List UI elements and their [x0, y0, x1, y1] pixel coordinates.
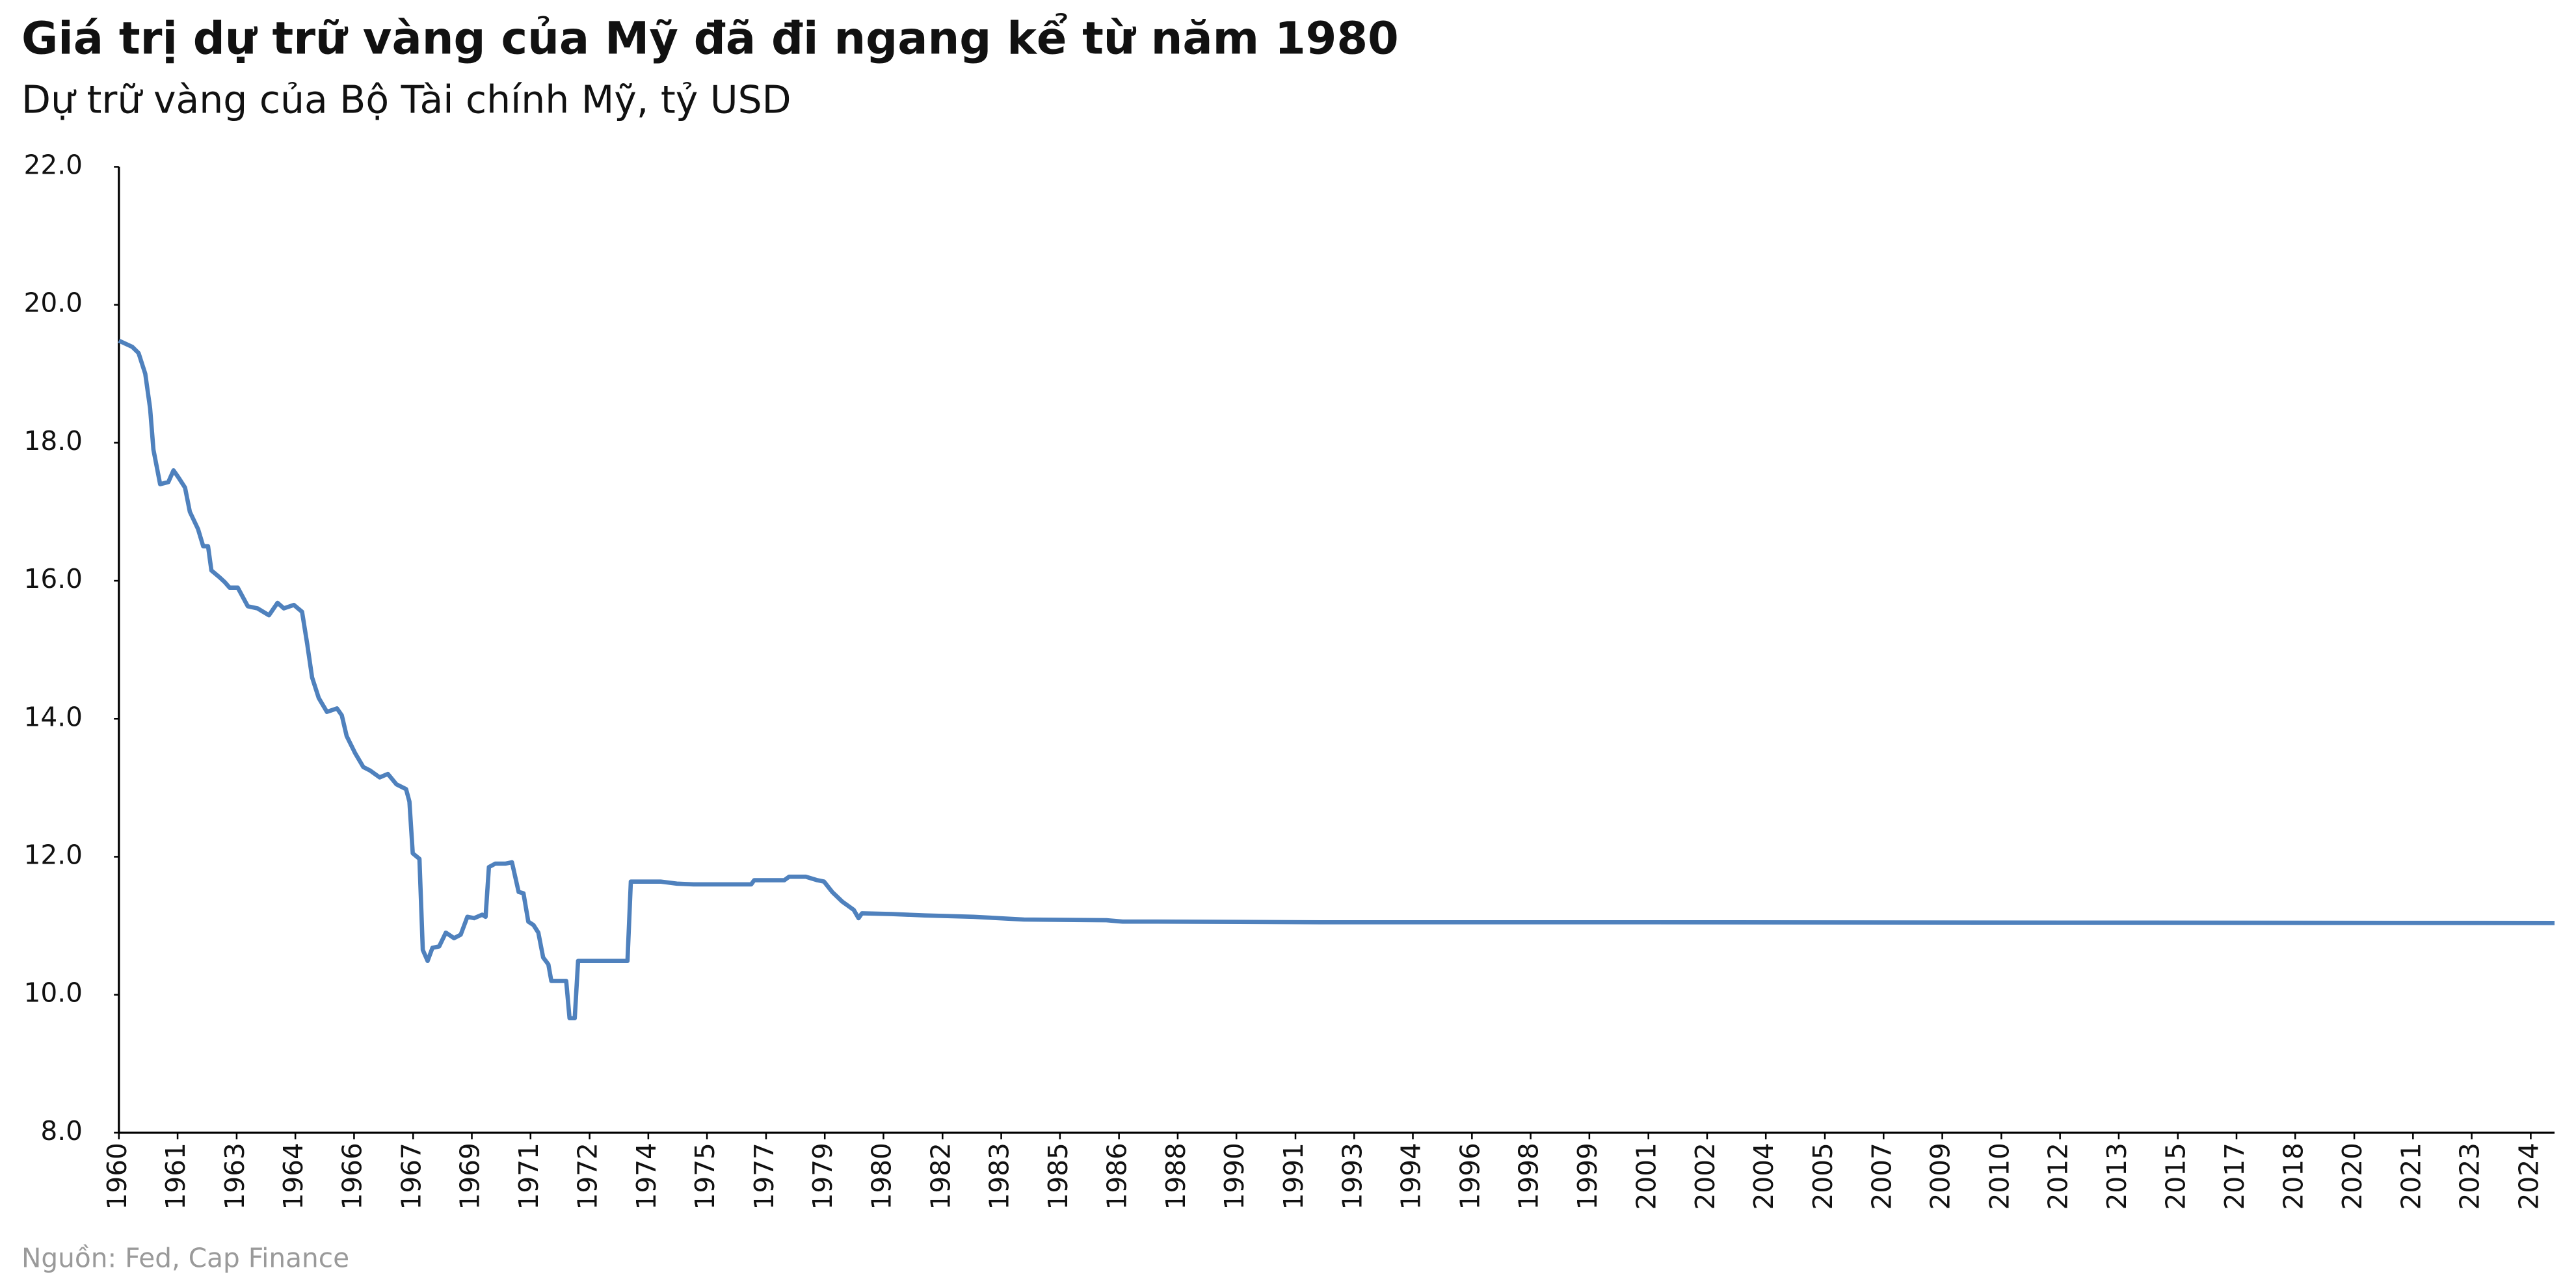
y-tick-label: 12.0: [24, 839, 83, 870]
x-tick-label: 2001: [1631, 1143, 1662, 1210]
x-tick-label: 2004: [1748, 1143, 1779, 1210]
source-note: Nguồn: Fed, Cap Finance: [21, 1242, 349, 1273]
y-tick-label: 20.0: [24, 287, 83, 319]
x-tick-label: 1983: [984, 1143, 1015, 1210]
y-tick-label: 22.0: [24, 149, 83, 180]
x-tick-label: 1998: [1513, 1143, 1545, 1210]
x-tick-label: 1974: [631, 1143, 662, 1210]
x-tick-label: 1985: [1042, 1143, 1074, 1210]
x-tick-label: 1977: [749, 1143, 780, 1210]
x-tick-label: 2018: [2277, 1143, 2309, 1210]
y-tick-label: 10.0: [24, 977, 83, 1009]
y-tick-label: 18.0: [24, 425, 83, 457]
x-tick-label: 1971: [513, 1143, 544, 1210]
x-tick-label: 1964: [278, 1143, 309, 1210]
x-tick-label: 2009: [1925, 1143, 1956, 1210]
x-tick-label: 1980: [866, 1143, 897, 1210]
x-tick-label: 1979: [807, 1143, 838, 1210]
x-tick-label: 1986: [1102, 1143, 1133, 1210]
x-tick-label: 2005: [1807, 1143, 1839, 1210]
x-tick-label: 1996: [1454, 1143, 1485, 1210]
x-tick-label: 1963: [219, 1143, 250, 1210]
x-tick-label: 1966: [336, 1143, 367, 1210]
x-tick-label: 1999: [1572, 1143, 1603, 1210]
x-tick-label: 1972: [572, 1143, 604, 1210]
x-tick-label: 2020: [2337, 1143, 2368, 1210]
x-tick-label: 2015: [2160, 1143, 2192, 1210]
x-tick-label: 2002: [1690, 1143, 1721, 1210]
x-tick-label: 1988: [1160, 1143, 1191, 1210]
y-tick-label: 16.0: [24, 563, 83, 594]
x-tick-label: 1967: [395, 1143, 427, 1210]
x-tick-label: 2024: [2513, 1143, 2544, 1210]
x-tick-label: 2017: [2219, 1143, 2250, 1210]
x-tick-label: 2023: [2454, 1143, 2486, 1210]
y-tick-label: 14.0: [24, 701, 83, 732]
x-tick-label: 1961: [160, 1143, 191, 1210]
x-tick-label: 2012: [2043, 1143, 2074, 1210]
x-tick-label: 1969: [455, 1143, 486, 1210]
x-tick-label: 1960: [101, 1143, 133, 1210]
x-tick-label: 1990: [1219, 1143, 1250, 1210]
chart-title: Giá trị dự trữ vàng của Mỹ đã đi ngang k…: [21, 12, 1399, 65]
x-tick-label: 1982: [925, 1143, 956, 1210]
x-tick-label: 2010: [1984, 1143, 2015, 1210]
x-tick-label: 2021: [2395, 1143, 2426, 1210]
x-tick-label: 2007: [1866, 1143, 1897, 1210]
x-tick-label: 2013: [2101, 1143, 2132, 1210]
x-tick-label: 1993: [1336, 1143, 1368, 1210]
x-tick-label: 1991: [1278, 1143, 1309, 1210]
x-tick-label: 1994: [1396, 1143, 1427, 1210]
chart-subtitle: Dự trữ vàng của Bộ Tài chính Mỹ, tỷ USD: [21, 78, 791, 122]
x-tick-label: 1975: [689, 1143, 721, 1210]
data-line: [118, 338, 2555, 1021]
y-tick-label: 8.0: [40, 1115, 83, 1146]
